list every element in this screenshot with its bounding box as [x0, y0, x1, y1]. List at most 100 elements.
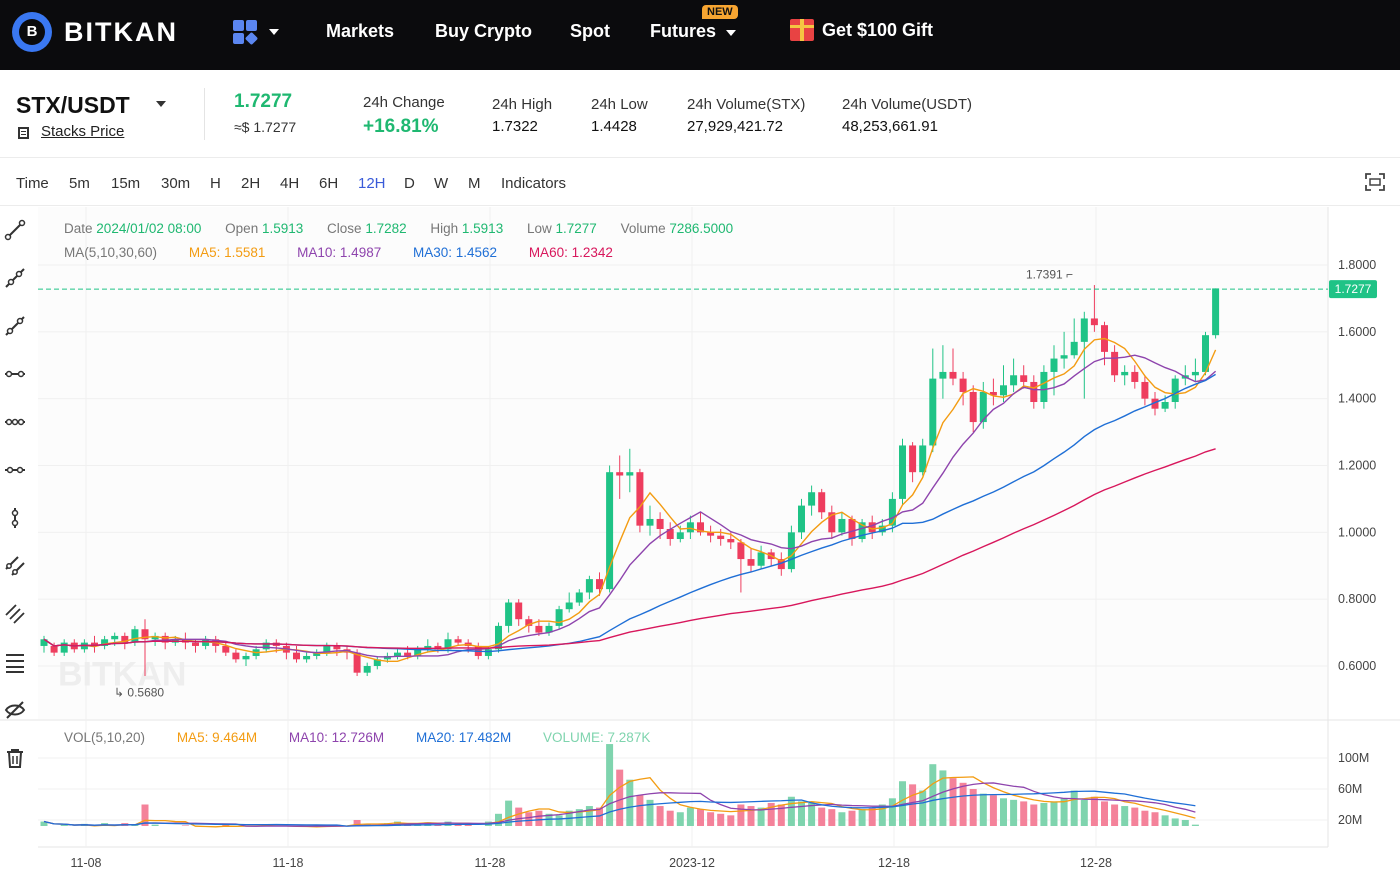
- tf-4h[interactable]: 4H: [280, 175, 300, 192]
- hide-drawings-icon[interactable]: [4, 699, 26, 721]
- volume-bar: [1181, 820, 1189, 826]
- x-tick-label: 11-28: [474, 856, 505, 870]
- pair-chevron-down-icon[interactable]: [156, 101, 166, 107]
- volume-bar: [353, 820, 361, 826]
- candle-body: [838, 518, 846, 533]
- volume-bar: [969, 789, 977, 826]
- volume-bar: [525, 812, 533, 826]
- volume-bar: [707, 812, 715, 826]
- extended-line-icon[interactable]: [4, 315, 26, 337]
- volume-bar: [818, 807, 826, 826]
- apps-menu[interactable]: [233, 20, 279, 46]
- candle-body: [606, 472, 614, 590]
- tf-time[interactable]: Time: [16, 175, 49, 192]
- volume-bar: [555, 815, 563, 826]
- candle-body: [899, 445, 906, 499]
- volume-tick-label: 60M: [1338, 782, 1362, 796]
- volume-bar: [1141, 810, 1149, 826]
- ray-line-icon[interactable]: [4, 267, 26, 289]
- indicators-button[interactable]: Indicators: [501, 175, 567, 192]
- tf-5m[interactable]: 5m: [69, 175, 90, 192]
- low-value: 1.4428: [591, 118, 637, 135]
- tf-6h[interactable]: 6H: [319, 175, 339, 192]
- max-price-annotation: 1.7391 ⌐: [1026, 267, 1073, 281]
- nav-futures[interactable]: Futures: [650, 21, 717, 41]
- volume-bar: [181, 825, 189, 826]
- ma10-value: MA10: 1.4987: [297, 245, 382, 260]
- volume-bar: [1040, 802, 1048, 826]
- tf-1d[interactable]: D: [404, 175, 415, 192]
- tf-12h[interactable]: 12H: [358, 175, 386, 192]
- volume-bar: [60, 824, 68, 826]
- volume-bar: [757, 807, 765, 826]
- volume-bar: [636, 795, 644, 826]
- x-tick-label: 2023-12: [669, 856, 715, 870]
- candle-body: [1141, 381, 1149, 399]
- price-channel-icon[interactable]: [4, 603, 26, 625]
- volume-bar: [697, 809, 704, 826]
- delete-drawings-icon[interactable]: [4, 747, 26, 769]
- candle-body: [555, 609, 563, 626]
- nav-buy-crypto[interactable]: Buy Crypto: [435, 21, 533, 41]
- volume-bar: [1121, 806, 1129, 826]
- candle-body: [414, 649, 422, 656]
- volume-bar: [848, 810, 856, 826]
- candle-body: [757, 552, 765, 566]
- open-label: Open: [225, 221, 259, 236]
- tf-1m[interactable]: M: [468, 175, 481, 192]
- candle-body: [161, 635, 169, 643]
- tf-2h[interactable]: 2H: [241, 175, 261, 192]
- volume-legend: VOL(5,10,20) MA5: 9.464M MA10: 12.726M M…: [64, 730, 650, 745]
- candle-body: [151, 635, 159, 640]
- candle-body: [353, 652, 361, 673]
- horizontal-line-icon[interactable]: [4, 363, 26, 385]
- price-tick-label: 1.4000: [1338, 392, 1376, 406]
- nav-spot[interactable]: Spot: [570, 21, 610, 41]
- candle-body: [989, 391, 997, 396]
- fullscreen-icon[interactable]: [1365, 173, 1385, 191]
- volume-bar: [1151, 812, 1159, 826]
- ma60-value: MA60: 1.2342: [528, 245, 613, 260]
- tf-15m[interactable]: 15m: [111, 175, 141, 192]
- brand-name: BITKAN: [64, 16, 178, 47]
- volume-usdt-label: 24h Volume(USDT): [842, 96, 973, 113]
- tf-30m[interactable]: 30m: [161, 175, 191, 192]
- price-plot-area: [38, 207, 1328, 719]
- volume-bar: [888, 798, 896, 826]
- candle-body: [404, 652, 412, 656]
- tf-1h[interactable]: H: [210, 175, 221, 192]
- volume-bar: [727, 815, 735, 826]
- volume-bar: [676, 812, 684, 826]
- nav-markets[interactable]: Markets: [326, 21, 395, 41]
- parallel-channel-icon[interactable]: [4, 555, 26, 577]
- candle-body: [545, 625, 553, 633]
- candle-body: [40, 639, 48, 646]
- candle-body: [121, 635, 129, 643]
- price-page-link[interactable]: Stacks Price: [41, 123, 125, 140]
- candle-body: [1010, 375, 1018, 386]
- ma5-value: MA5: 1.5581: [188, 245, 266, 260]
- volume-bar: [1030, 804, 1038, 826]
- horizontal-segment-icon[interactable]: [4, 459, 26, 481]
- volume-bar: [464, 824, 472, 826]
- candle-body: [949, 371, 957, 379]
- candlestick-chart[interactable]: 11-08 11-18 11-28 2023-12 12-18 12-28 1.8000 1.…: [0, 207, 1400, 879]
- candle-body: [697, 522, 704, 533]
- trend-line-icon[interactable]: [4, 219, 26, 241]
- tf-1w[interactable]: W: [434, 175, 449, 192]
- x-tick-label: 12-18: [878, 856, 910, 870]
- chart-toolbar: Time 5m 15m 30m H 2H 4H 6H 12H D W M Ind…: [0, 158, 1400, 206]
- pair-selector[interactable]: STX/USDT: [16, 92, 130, 118]
- horizontal-ray-icon[interactable]: [4, 411, 26, 433]
- volume-bar: [626, 779, 634, 826]
- fibonacci-icon[interactable]: [4, 651, 26, 673]
- price-tick-label: 1.0000: [1338, 525, 1376, 539]
- brand-logo[interactable]: BITKAN: [12, 12, 178, 52]
- gift-promo-link[interactable]: Get $100 Gift: [790, 19, 933, 41]
- vertical-line-icon[interactable]: [4, 507, 26, 529]
- futures-chevron-down-icon[interactable]: [726, 30, 736, 36]
- candle-body: [1111, 351, 1119, 376]
- candle-body: [828, 512, 836, 533]
- date-label: Date: [64, 221, 93, 236]
- volume-bar: [646, 799, 654, 826]
